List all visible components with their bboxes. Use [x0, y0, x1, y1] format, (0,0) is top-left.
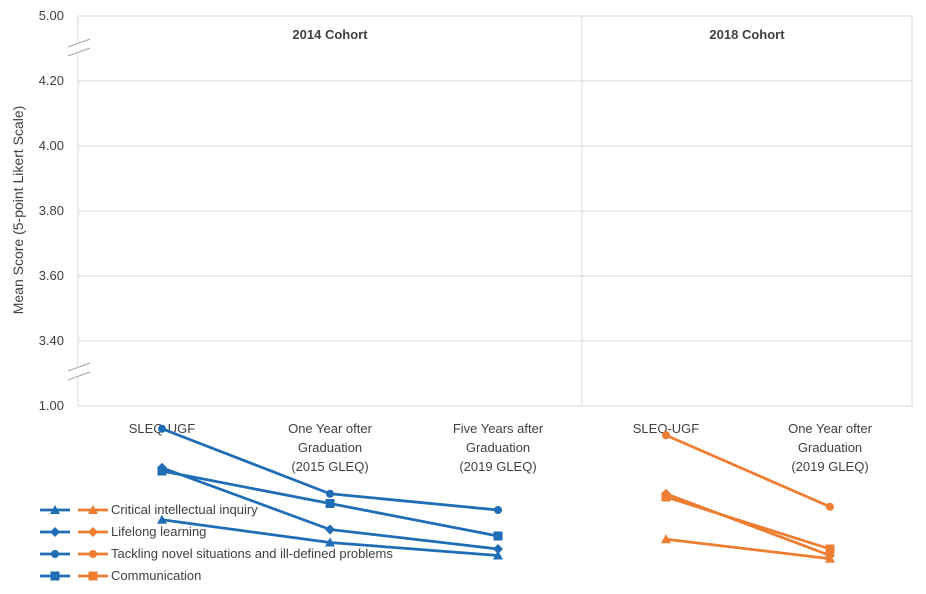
data-point [661, 534, 671, 544]
legend-marker-2014 [51, 550, 59, 558]
y-axis-label: Mean Score (5-point Likert Scale) [10, 106, 26, 315]
series-line [665, 495, 831, 551]
axis-break-mark [67, 371, 91, 381]
x-category-label-line: Graduation [798, 440, 862, 455]
y-tick-label: 3.40 [39, 333, 64, 348]
legend-marker-2018 [88, 527, 98, 537]
data-point [325, 537, 335, 547]
data-point [158, 424, 166, 433]
legend-marker-2014 [50, 505, 60, 514]
legend-marker-2018 [88, 505, 98, 514]
series-line [665, 492, 831, 557]
data-point [493, 544, 503, 554]
data-point [157, 466, 167, 476]
x-category-label: One Year ofter Graduation (2015 GLEQ) [288, 421, 373, 474]
legend-marker-2018 [89, 550, 97, 558]
x-category-label: SLEQ-UGF [633, 421, 700, 436]
data-point [826, 502, 834, 511]
data-point [493, 531, 503, 541]
y-tick-label: 4.20 [39, 73, 64, 88]
x-category-label-line: (2015 GLEQ) [291, 459, 368, 474]
x-category-label-line: (2019 GLEQ) [791, 459, 868, 474]
cohort-title: 2018 Cohort [709, 27, 785, 42]
x-category-label-line: Graduation [298, 440, 362, 455]
x-category-label-line: One Year ofter [788, 421, 873, 436]
legend-label: Critical intellectual inquiry [111, 502, 258, 517]
data-point [825, 544, 835, 554]
legend-marker-2014 [50, 527, 60, 537]
legend-label: Lifelong learning [111, 524, 206, 539]
y-tick-label: 3.80 [39, 203, 64, 218]
legend-marker-2018 [88, 571, 98, 581]
series-line [665, 433, 831, 509]
data-point [325, 524, 335, 535]
y-tick-label: 3.60 [39, 268, 64, 283]
data-point [157, 514, 167, 524]
data-point [662, 431, 670, 440]
y-tick-label: 1.00 [39, 398, 64, 413]
x-category-label-line: Graduation [466, 440, 530, 455]
data-point [661, 492, 671, 502]
legend-label: Communication [111, 568, 201, 583]
series-line [665, 537, 831, 561]
x-category-label-line: (2019 GLEQ) [459, 459, 536, 474]
data-point [325, 499, 335, 508]
x-category-label-line: Five Years after [453, 421, 544, 436]
x-category-label: One Year ofter Graduation (2019 GLEQ) [788, 421, 873, 474]
axis-break-mark [67, 38, 91, 48]
x-category-label-line: SLEQ-UGF [633, 421, 700, 436]
legend-marker-2014 [50, 571, 60, 581]
legend-label: Tackling novel situations and ill-define… [111, 546, 393, 561]
data-point [326, 489, 334, 498]
cohort-title: 2014 Cohort [292, 27, 368, 42]
axis-break-mark [67, 47, 91, 57]
data-point [494, 506, 502, 514]
data-point [493, 550, 503, 560]
x-category-label-line: One Year ofter [288, 421, 373, 436]
axis-break-mark [67, 362, 91, 372]
y-tick-label: 4.00 [39, 138, 64, 153]
x-category-label: Five Years after Graduation (2019 GLEQ) [453, 421, 544, 474]
y-tick-label: 5.00 [39, 8, 64, 23]
